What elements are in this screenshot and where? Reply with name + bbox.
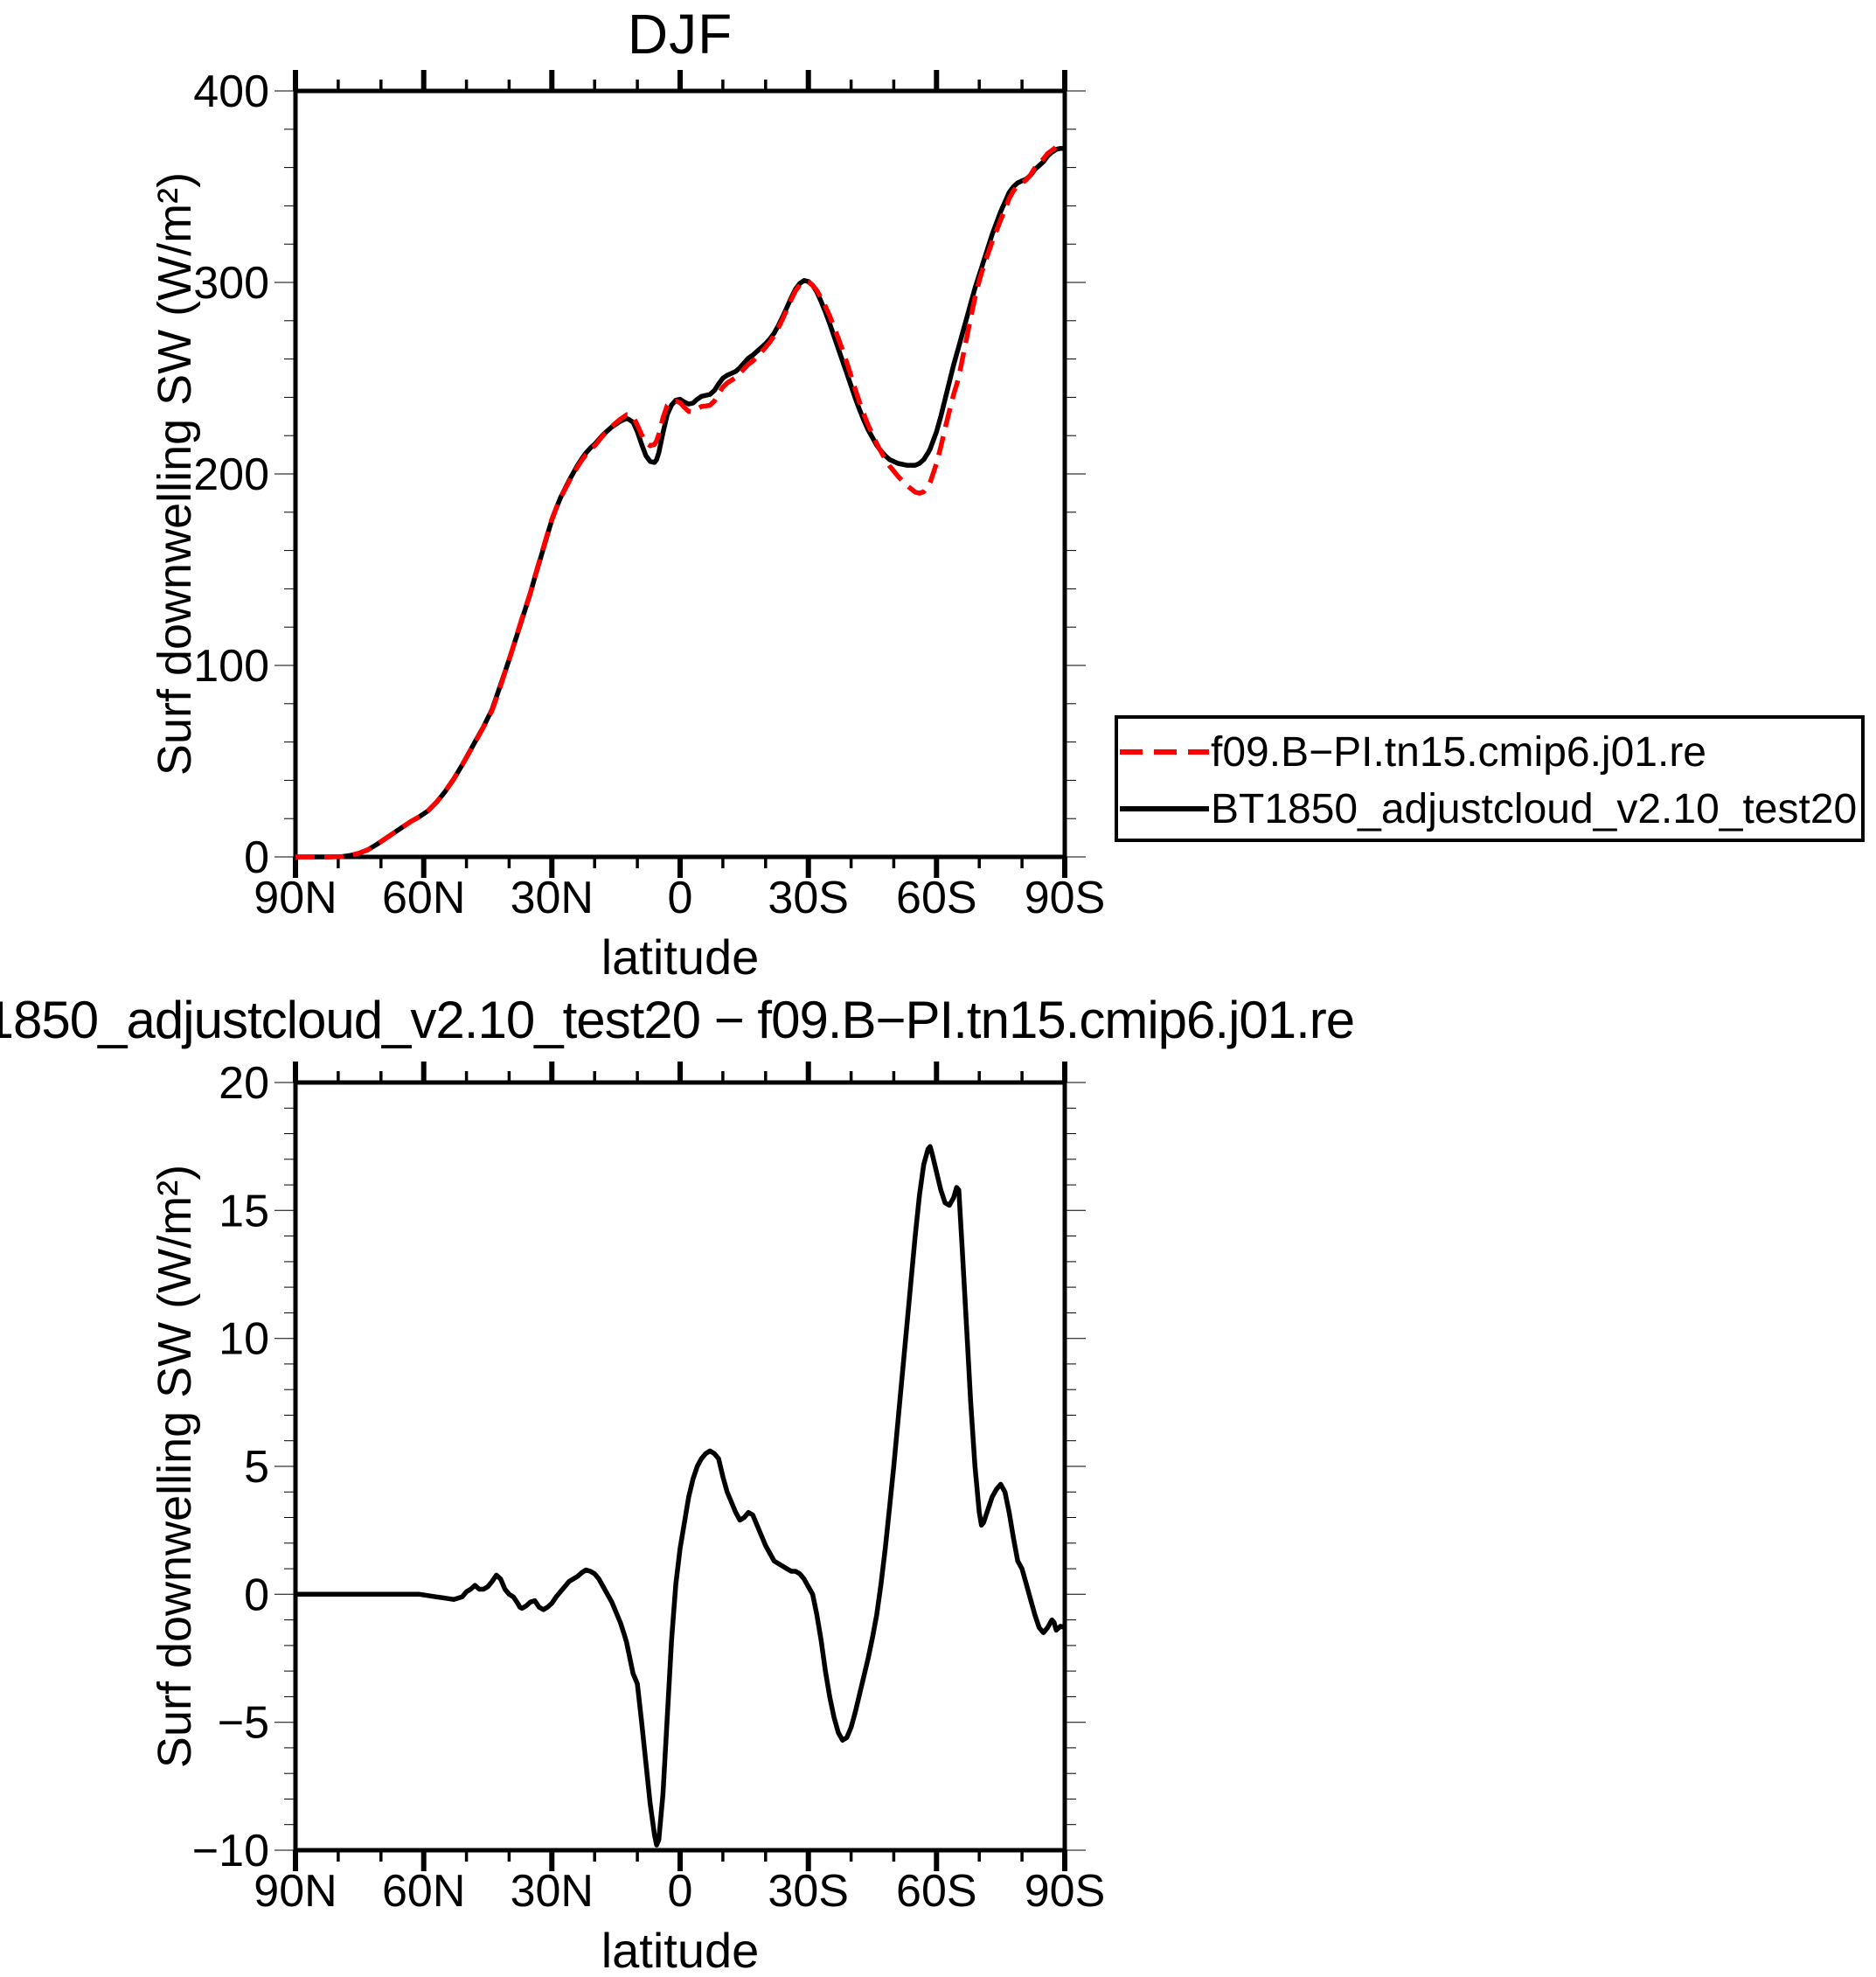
legend-entry-bt1850: BT1850_adjustcloud_v2.10_test20: [1120, 783, 1857, 834]
top-chart-frame: [293, 88, 1067, 860]
top-chart-x-tick-label: 90S: [1025, 873, 1106, 923]
difference-chart: 90N 60N 30N 0 30S 60S 90S −10 −5 0 5 10 15 20: [192, 1058, 1105, 1917]
difference-chart-y-tick-label: −10: [192, 1826, 269, 1876]
top-chart-x-tick-label: 90N: [254, 873, 337, 923]
difference-chart-x-tick-label: 30N: [511, 1866, 594, 1917]
top-chart-y-tick-label: 400: [193, 66, 269, 117]
difference-chart-series-BT1850_adjustcloud_v2.10_test20 minus f09.B−PI.tn15.cmip6.j01.re: [295, 1144, 1066, 1848]
top-chart-x-tick-label: 60N: [382, 873, 465, 923]
top-chart-x-axis-label: latitude: [601, 929, 760, 985]
legend-label-bt1850: BT1850_adjustcloud_v2.10_test20: [1211, 785, 1858, 832]
top-chart-series-f09.B−PI.tn15.cmip6.j01.re: [295, 143, 1065, 860]
difference-chart-x-tick-label: 90N: [254, 1866, 337, 1917]
top-chart-y-tick-label: 100: [193, 641, 269, 692]
legend-solid-line-icon: [1120, 806, 1209, 811]
difference-chart-x-tick-label: 60N: [382, 1866, 465, 1917]
difference-chart-title: BT1850_adjustcloud_v2.10_test20 − f09.B−…: [0, 991, 1355, 1049]
top-chart-title: DJF: [627, 3, 733, 66]
top-chart-y-tick-label: 200: [193, 449, 269, 500]
top-chart-x-tick-label: 60S: [896, 873, 977, 923]
difference-chart-y-tick-label: 0: [244, 1570, 269, 1620]
top-chart-x-tick-label: 30S: [768, 873, 849, 923]
legend-dashed-line-icon: [1120, 749, 1209, 755]
top-chart-series-BT1850_adjustcloud_v2.10_test20: [295, 145, 1065, 860]
difference-chart-y-axis-label: Surf downwelling SW (W/m²): [149, 1164, 201, 1769]
legend-entry-f09: f09.B−PI.tn15.cmip6.j01.re: [1120, 727, 1706, 777]
difference-chart-y-tick-label: 10: [219, 1314, 269, 1365]
difference-chart-y-tick-label: −5: [218, 1698, 269, 1749]
top-chart-x-tick-label: 0: [668, 873, 693, 923]
difference-chart-y-tick-label: 20: [219, 1058, 269, 1109]
legend-label-f09: f09.B−PI.tn15.cmip6.j01.re: [1211, 728, 1706, 776]
legend: f09.B−PI.tn15.cmip6.j01.re BT1850_adjust…: [1115, 715, 1865, 842]
difference-chart-x-tick-label: 60S: [896, 1866, 977, 1917]
difference-chart-frame: [293, 1080, 1067, 1853]
difference-chart-y-tick-label: 15: [219, 1186, 269, 1236]
top-chart-y-tick-label: 300: [193, 258, 269, 309]
top-chart-x-tick-label: 30N: [511, 873, 594, 923]
difference-chart-y-tick-label: 5: [244, 1442, 269, 1493]
difference-chart-x-tick-label: 90S: [1025, 1866, 1106, 1917]
difference-chart-x-tick-label: 0: [668, 1866, 693, 1917]
difference-chart-x-tick-label: 30S: [768, 1866, 849, 1917]
top-chart-y-axis-label: Surf downwelling SW (W/m²): [149, 171, 201, 776]
difference-chart-x-axis-label: latitude: [601, 1923, 760, 1977]
top-chart-y-tick-label: 0: [244, 832, 269, 883]
top-chart: 90N 60N 30N 0 30S 60S 90S 0 100 200 300 400: [193, 66, 1105, 923]
